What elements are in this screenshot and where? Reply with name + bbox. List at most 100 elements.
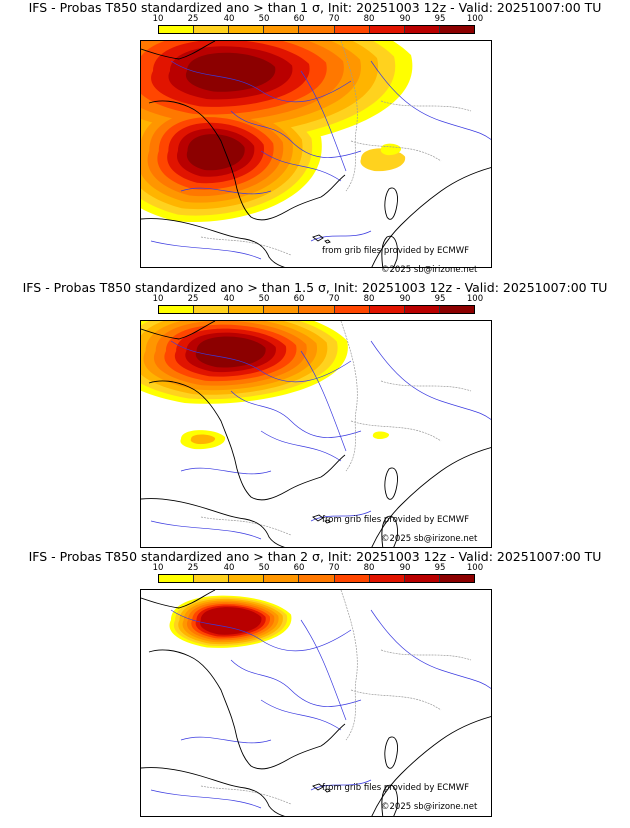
- border: [350, 689, 442, 711]
- border: [380, 380, 472, 392]
- border: [350, 140, 442, 162]
- coastline: [141, 41, 216, 60]
- probability-contour: [185, 52, 276, 92]
- river: [260, 150, 342, 182]
- probability-field: [141, 41, 413, 222]
- border: [200, 236, 292, 256]
- coastlines: [141, 41, 491, 267]
- probability-map: [140, 589, 492, 817]
- rivers: [150, 340, 491, 540]
- colorbar-swatch: [159, 575, 195, 582]
- colorbar-swatch: [194, 26, 230, 33]
- colorbar-swatch: [439, 306, 474, 313]
- border: [350, 420, 442, 442]
- colorbar-swatch: [369, 575, 405, 582]
- colorbar-tick: 90: [399, 14, 411, 24]
- border: [380, 100, 472, 112]
- river: [180, 736, 272, 744]
- island-sardinia: [381, 515, 398, 547]
- colorbar-swatch: [439, 26, 474, 33]
- island-balearic: [312, 514, 324, 522]
- probability-contour: [186, 134, 245, 171]
- credit-copyright: ©2025 sb@irizone.net: [381, 265, 478, 275]
- colorbar-tick: 50: [258, 563, 270, 573]
- island-balearic: [324, 788, 331, 793]
- river: [150, 789, 262, 809]
- colorbar-swatch: [404, 575, 440, 582]
- island-balearic: [324, 239, 331, 244]
- river: [310, 230, 372, 242]
- credit-source: from grib files provided by ECMWF: [322, 783, 469, 793]
- probability-field: [141, 321, 390, 450]
- colorbar-swatch: [159, 26, 195, 33]
- colorbar-tick: 50: [258, 14, 270, 24]
- island-balearic: [312, 783, 324, 791]
- river: [170, 60, 352, 103]
- rivers: [150, 609, 491, 809]
- borders: [200, 321, 472, 536]
- border: [340, 41, 358, 192]
- colorbar-tick: 100: [466, 563, 484, 573]
- probability-patch: [380, 143, 402, 156]
- river: [370, 340, 491, 420]
- river: [150, 520, 262, 540]
- colorbar-tick: 80: [363, 294, 375, 304]
- colorbar-tick: 40: [223, 294, 235, 304]
- rivers: [150, 60, 491, 260]
- colorbar-swatch: [229, 306, 265, 313]
- river: [310, 510, 372, 522]
- colorbar-swatch: [159, 306, 195, 313]
- colorbar-swatch: [229, 575, 265, 582]
- island-corsica: [384, 187, 398, 220]
- river: [230, 659, 362, 707]
- colorbar-swatch: [299, 26, 335, 33]
- island-corsica: [384, 736, 398, 769]
- river: [300, 70, 347, 172]
- colorbar-swatch: [264, 306, 300, 313]
- colorbar-tick: 25: [187, 14, 199, 24]
- river: [150, 240, 262, 260]
- coastline: [141, 590, 216, 609]
- colorbar-tick: 70: [328, 14, 340, 24]
- colorbar-swatch: [404, 306, 440, 313]
- colorbar-tick: 80: [363, 14, 375, 24]
- border: [340, 590, 358, 741]
- coastline: [148, 380, 346, 501]
- colorbar-swatch: [299, 575, 335, 582]
- colorbar-tick: 90: [399, 294, 411, 304]
- borders: [200, 41, 472, 256]
- probability-patch: [190, 434, 216, 445]
- coastline: [148, 649, 346, 770]
- probability-map: [140, 320, 492, 548]
- colorbar-swatch: [439, 575, 474, 582]
- colorbar-tick: 100: [466, 294, 484, 304]
- colorbar-swatch: [334, 26, 370, 33]
- map-svg: [141, 590, 491, 816]
- coastlines: [141, 321, 491, 547]
- colorbar-tick: 40: [223, 563, 235, 573]
- colorbar-swatch: [229, 26, 265, 33]
- coastline: [371, 716, 491, 816]
- colorbar-tick: 60: [293, 294, 305, 304]
- probability-map: [140, 40, 492, 268]
- coastline: [148, 100, 346, 221]
- river: [310, 779, 372, 791]
- map-svg: [141, 41, 491, 267]
- credit-source: from grib files provided by ECMWF: [322, 515, 469, 525]
- colorbar-swatch: [264, 26, 300, 33]
- colorbar-tick: 90: [399, 563, 411, 573]
- probability-contour: [199, 607, 262, 635]
- colorbar-tick: 10: [152, 563, 164, 573]
- colorbar-tick: 60: [293, 14, 305, 24]
- credit-copyright: ©2025 sb@irizone.net: [381, 534, 478, 544]
- coastline: [141, 321, 216, 340]
- colorbar-tick: 70: [328, 294, 340, 304]
- colorbar-swatch: [264, 575, 300, 582]
- probability-patch: [372, 431, 390, 440]
- colorbar-tick: 95: [434, 563, 446, 573]
- colorbar-tick: 100: [466, 14, 484, 24]
- border: [340, 321, 358, 472]
- river: [300, 619, 347, 721]
- panel-2: IFS - Probas T850 standardized ano > tha…: [0, 280, 630, 550]
- credit-source: from grib files provided by ECMWF: [322, 246, 469, 256]
